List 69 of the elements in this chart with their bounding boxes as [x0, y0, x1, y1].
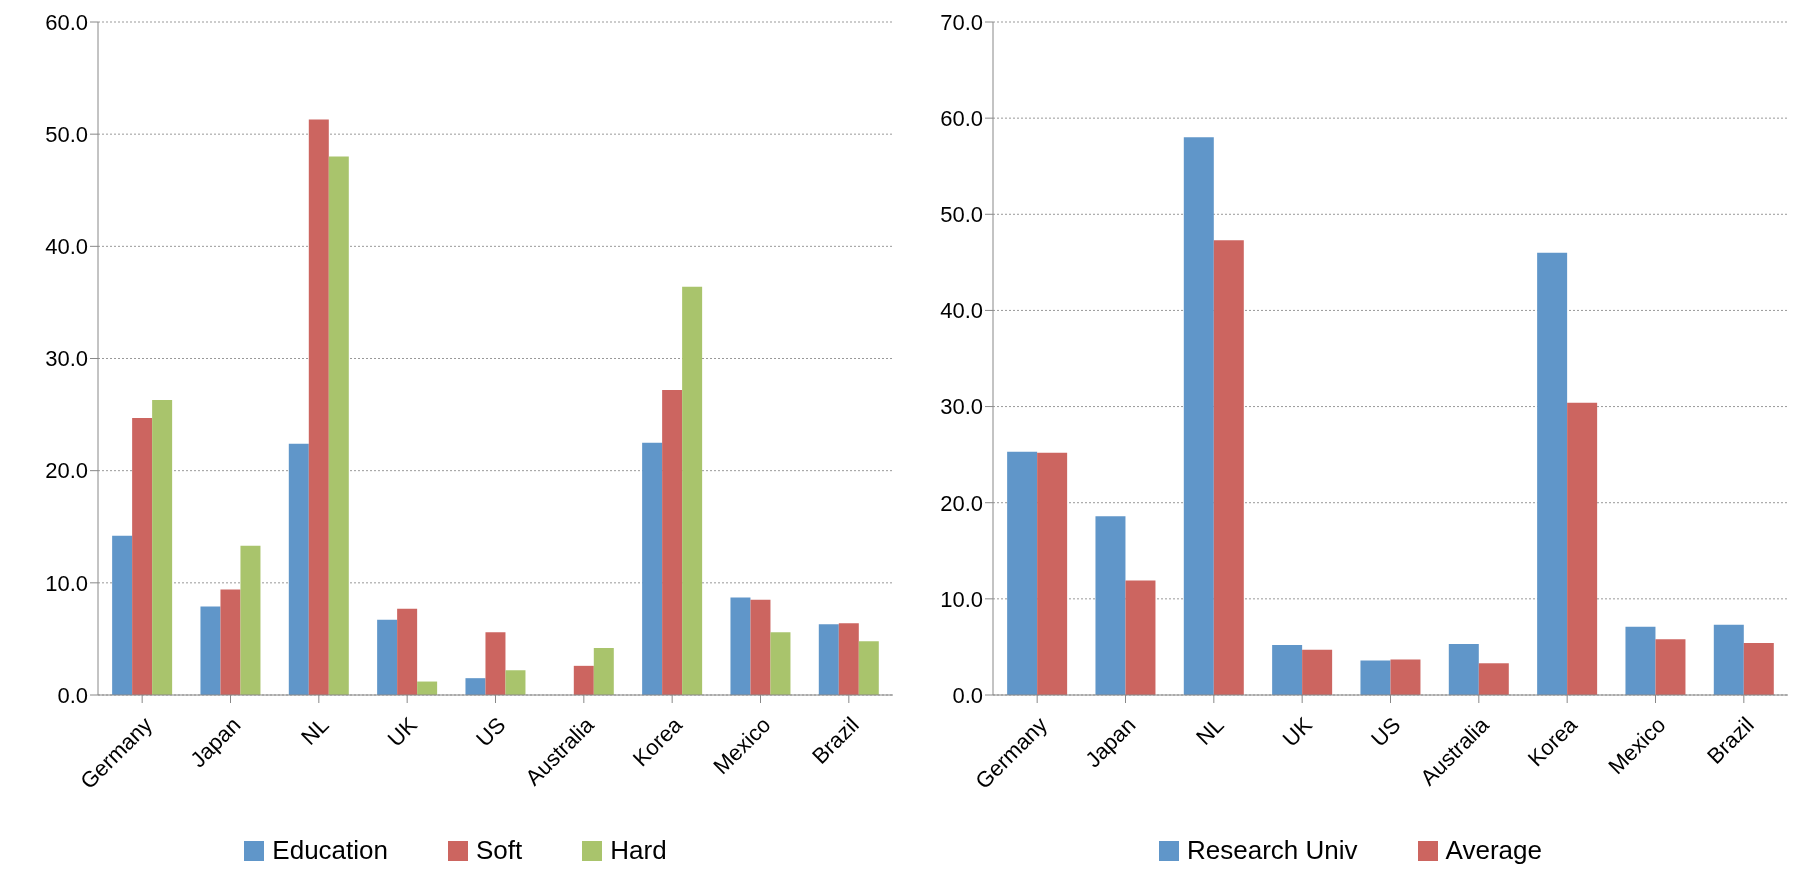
y-tick-label: 30.0	[45, 346, 88, 372]
bar	[1007, 451, 1038, 695]
bar	[1095, 516, 1126, 695]
bar	[1655, 639, 1686, 695]
bar	[1537, 252, 1568, 695]
bar	[505, 670, 526, 695]
bar	[1713, 624, 1744, 695]
y-tick-label: 40.0	[940, 298, 983, 324]
bar	[308, 119, 329, 695]
bar	[750, 599, 771, 695]
bar	[1743, 643, 1774, 695]
x-tick-label: US	[1366, 712, 1406, 752]
bar	[858, 641, 879, 695]
bar	[152, 400, 173, 695]
legend-label: Soft	[476, 835, 523, 866]
bar	[485, 632, 506, 695]
legend-label: Education	[272, 835, 389, 866]
y-tick-label: 20.0	[940, 490, 983, 516]
bar	[1360, 660, 1391, 695]
x-tick-label: US	[471, 712, 511, 752]
bar	[1213, 240, 1244, 695]
legend-label: Hard	[610, 835, 667, 866]
bar	[682, 286, 703, 695]
bar	[1478, 663, 1509, 695]
bar	[573, 665, 594, 695]
bar	[1183, 137, 1214, 695]
y-tick-label: 60.0	[940, 105, 983, 131]
bar	[642, 442, 663, 695]
y-tick-label: 10.0	[45, 570, 88, 596]
x-tick-label: UK	[382, 711, 423, 752]
bar	[112, 535, 133, 695]
bar	[328, 156, 349, 695]
legend-label: Research Univ	[1187, 835, 1358, 866]
bar	[593, 647, 614, 695]
bar	[397, 608, 418, 695]
y-tick-label: 60.0	[45, 9, 88, 35]
bar	[770, 632, 791, 695]
bar	[1302, 649, 1333, 695]
bar	[838, 623, 859, 695]
bar	[288, 443, 309, 695]
x-tick-label: UK	[1277, 711, 1318, 752]
bar	[1390, 659, 1421, 695]
bar	[1272, 645, 1303, 695]
bar	[662, 389, 683, 695]
y-tick-label: 40.0	[45, 234, 88, 260]
bar	[730, 597, 751, 695]
bar	[1125, 580, 1156, 695]
bar	[240, 545, 261, 695]
bar	[200, 606, 221, 695]
y-tick-label: 0.0	[952, 682, 983, 708]
bar	[818, 624, 839, 695]
bar	[1037, 452, 1068, 695]
y-tick-label: 70.0	[940, 9, 983, 35]
y-tick-label: 10.0	[940, 586, 983, 612]
y-tick-label: 0.0	[57, 682, 88, 708]
legend-label: Average	[1445, 835, 1542, 866]
y-tick-label: 50.0	[45, 121, 88, 147]
x-tick-label: NL	[296, 712, 334, 750]
y-tick-label: 50.0	[940, 202, 983, 228]
y-tick-label: 30.0	[940, 394, 983, 420]
bar	[1625, 626, 1656, 695]
bar	[132, 417, 153, 695]
x-tick-label: NL	[1191, 712, 1229, 750]
bar	[377, 619, 398, 695]
bar	[1567, 402, 1598, 695]
bar	[220, 589, 241, 695]
y-tick-label: 20.0	[45, 458, 88, 484]
bar	[465, 678, 486, 695]
bar	[1448, 644, 1479, 695]
